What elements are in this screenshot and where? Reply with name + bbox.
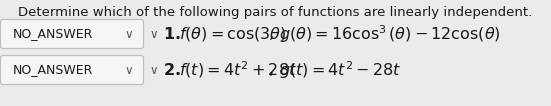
Text: $g(\theta) = 16\cos^{3}(\theta) - 12\cos(\theta)$: $g(\theta) = 16\cos^{3}(\theta) - 12\cos… (279, 23, 501, 45)
Text: $f(\theta) = \cos(3\theta)$: $f(\theta) = \cos(3\theta)$ (179, 25, 287, 43)
Text: $,$: $,$ (268, 63, 273, 77)
Text: $g(t) = 4t^2 - 28t$: $g(t) = 4t^2 - 28t$ (279, 59, 402, 81)
Text: $,$: $,$ (268, 26, 273, 42)
Text: NO_ANSWER: NO_ANSWER (13, 63, 93, 77)
Text: Determine which of the following pairs of functions are linearly independent.: Determine which of the following pairs o… (18, 6, 533, 19)
FancyBboxPatch shape (1, 20, 143, 49)
Text: $\mathbf{1.}$: $\mathbf{1.}$ (163, 26, 181, 42)
Text: ∨: ∨ (149, 27, 158, 40)
Text: ∨: ∨ (125, 27, 133, 40)
Text: NO_ANSWER: NO_ANSWER (13, 27, 93, 40)
Text: ∨: ∨ (149, 63, 158, 77)
FancyBboxPatch shape (1, 56, 143, 84)
Text: ∨: ∨ (125, 63, 133, 77)
Text: $\mathbf{2.}$: $\mathbf{2.}$ (163, 62, 181, 78)
Text: $f(t) = 4t^2 + 28t$: $f(t) = 4t^2 + 28t$ (179, 60, 297, 80)
